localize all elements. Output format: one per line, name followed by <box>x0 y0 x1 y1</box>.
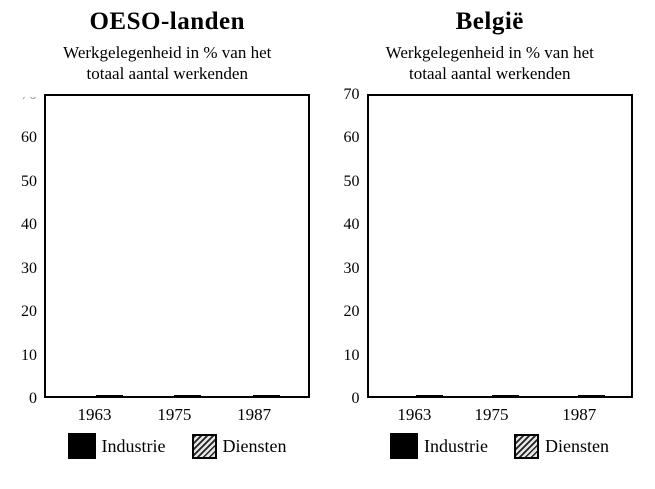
x-axis-label-1987: 1987 <box>237 405 272 424</box>
legend-item-industrie: Industrie <box>67 433 166 459</box>
y-tick-label-70: 70 <box>343 86 360 103</box>
legend-swatch-diensten <box>191 433 217 459</box>
y-tick-label-60: 60 <box>21 129 37 147</box>
y-tick-label-40: 40 <box>343 216 360 234</box>
chart-subtitle-line1: Werkgelegenheid in % van het <box>385 43 594 62</box>
y-tick-label-clipped-70: 70 <box>21 86 37 103</box>
y-tick-label-20: 20 <box>343 303 360 321</box>
bar-group-1987 <box>551 395 606 396</box>
x-axis-label-1975: 1975 <box>474 405 509 424</box>
bar-diensten-1987 <box>578 395 606 396</box>
bar-diensten-1963 <box>415 395 443 396</box>
y-tick-label-40: 40 <box>21 216 37 234</box>
x-axis-labels: 1963 1975 1987 <box>44 398 310 426</box>
chart-legend: Industrie Diensten <box>44 426 310 466</box>
chart-title: België <box>455 8 524 35</box>
bar-group-1963 <box>69 395 123 396</box>
y-tick-label-30: 30 <box>21 259 37 277</box>
y-tick-label-10: 10 <box>343 346 360 364</box>
legend-item-diensten: Diensten <box>514 433 609 459</box>
legend-label-diensten: Diensten <box>222 435 287 456</box>
legend-swatch-industrie <box>67 433 96 459</box>
legend-label-industrie: Industrie <box>424 435 488 456</box>
y-tick-label-30: 30 <box>343 259 360 277</box>
legend-label-industrie: Industrie <box>101 435 166 456</box>
chart-panel-oeso-landen: OESO-landen Werkgelegenheid in % van het… <box>6 6 329 489</box>
y-tick-label-20: 20 <box>21 303 37 321</box>
y-tick-label-0: 0 <box>29 390 37 407</box>
bar-diensten-1975 <box>491 395 519 396</box>
y-tick-label-60: 60 <box>343 129 360 147</box>
legend-item-industrie: Industrie <box>390 433 488 459</box>
chart-subtitle-line2: totaal aantal werkenden <box>86 64 248 83</box>
x-axis-label-1987: 1987 <box>562 405 597 424</box>
bar-diensten-1987 <box>252 395 280 396</box>
chart-area: 0 10 20 30 40 50 60 70 <box>329 87 652 407</box>
bar-diensten-1975 <box>174 395 202 396</box>
chart-area: 0 10 20 30 40 50 60 70 <box>6 94 329 407</box>
legend-label-diensten: Diensten <box>545 435 609 456</box>
legend-swatch-diensten <box>514 433 539 459</box>
chart-subtitle: Werkgelegenheid in % van het totaal aant… <box>6 42 329 86</box>
y-tick-label-0: 0 <box>351 390 360 407</box>
x-axis-label-1975: 1975 <box>157 405 192 424</box>
bar-group-1963 <box>389 395 443 396</box>
legend-item-diensten: Diensten <box>191 433 287 459</box>
y-axis: 0 10 20 30 40 50 60 70 <box>6 94 44 407</box>
chart-legend: Industrie Diensten <box>367 426 633 466</box>
legend-swatch-industrie <box>390 433 419 459</box>
chart-panel-belgie: België Werkgelegenheid in % van het tota… <box>329 6 652 489</box>
y-axis: 0 10 20 30 40 50 60 70 <box>329 87 367 407</box>
bar-group-1975 <box>147 395 202 396</box>
bar-group-1987 <box>226 395 280 396</box>
y-tick-label-50: 50 <box>343 172 360 190</box>
plot-box <box>366 94 633 398</box>
chart-subtitle-line2: totaal aantal werkenden <box>409 64 571 83</box>
chart-title: OESO-landen <box>89 8 246 35</box>
y-tick-label-50: 50 <box>21 172 37 190</box>
chart-subtitle: Werkgelegenheid in % van het totaal aant… <box>329 42 652 86</box>
x-axis-labels: 1963 1975 1987 <box>367 398 633 426</box>
chart-subtitle-line1: Werkgelegenheid in % van het <box>63 43 272 62</box>
bar-diensten-1963 <box>95 395 123 396</box>
x-axis-label-1963: 1963 <box>397 405 432 424</box>
bar-group-1975 <box>465 395 519 396</box>
plot-box <box>44 94 310 398</box>
x-axis-label-1963: 1963 <box>77 405 112 424</box>
y-tick-label-10: 10 <box>21 346 37 364</box>
